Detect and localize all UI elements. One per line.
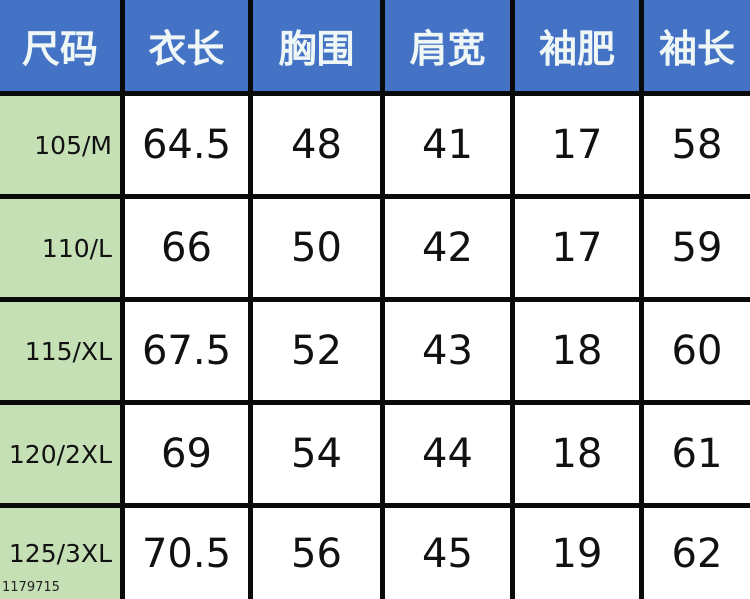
table-cell: 17 [515,199,639,297]
row-size: 105/M [0,96,120,194]
row-size: 120/2XL [0,405,120,503]
table-cell: 64.5 [125,96,248,194]
table-cell: 62 [644,508,750,599]
row-size: 110/L [0,199,120,297]
table-cell: 56 [253,508,380,599]
table-cell: 19 [515,508,639,599]
table-cell: 48 [253,96,380,194]
table-cell: 41 [385,96,510,194]
header-length: 衣长 [125,0,248,91]
table-cell: 43 [385,302,510,400]
table-cell: 44 [385,405,510,503]
header-size: 尺码 [0,0,120,91]
row-size: 115/XL [0,302,120,400]
table-cell: 17 [515,96,639,194]
table-cell: 69 [125,405,248,503]
table-cell: 59 [644,199,750,297]
header-sleeve-length: 袖长 [644,0,750,91]
header-shoulder: 肩宽 [385,0,510,91]
table-cell: 67.5 [125,302,248,400]
table-cell: 66 [125,199,248,297]
table-cell: 50 [253,199,380,297]
row-size-last: 125/3XL 1179715 [0,508,120,599]
table-cell: 60 [644,302,750,400]
table-cell: 70.5 [125,508,248,599]
table-cell: 52 [253,302,380,400]
table-cell: 61 [644,405,750,503]
table-cell: 18 [515,405,639,503]
table-cell: 42 [385,199,510,297]
header-sleeve-width: 袖肥 [515,0,639,91]
watermark: 1179715 [2,580,60,595]
row-size-label: 125/3XL [8,539,112,568]
header-chest: 胸围 [253,0,380,91]
table-cell: 45 [385,508,510,599]
table-cell: 54 [253,405,380,503]
table-cell: 18 [515,302,639,400]
table-cell: 58 [644,96,750,194]
